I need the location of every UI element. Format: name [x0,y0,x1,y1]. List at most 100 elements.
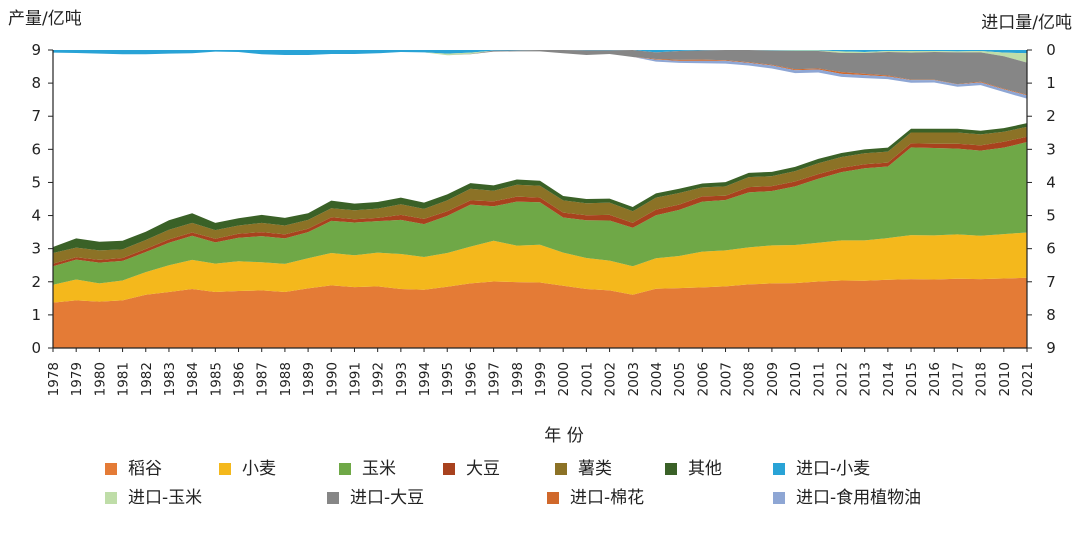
import-area-series-2 [53,50,1027,95]
left-tick-label: 7 [31,107,41,125]
left-tick-label: 1 [31,306,41,324]
x-tick-label: 2009 [765,362,781,396]
x-tick-label: 1981 [116,362,132,396]
x-tick-label: 2005 [672,362,688,396]
x-tick-label: 2012 [834,362,850,396]
x-tick-label: 2014 [881,362,897,396]
x-tick-label: 1979 [69,362,85,396]
left-tick-label: 3 [31,240,41,258]
import-area-series-4 [53,51,1027,99]
right-tick-label: 1 [1046,74,1056,92]
x-tick-label: 1995 [440,362,456,396]
right-tick-label: 3 [1046,140,1056,158]
x-tick-label: 1980 [92,362,108,396]
x-tick-label: 2013 [858,362,874,396]
right-tick-label: 2 [1046,107,1056,125]
x-tick-label: 2010 [997,362,1013,396]
production-area-series-4 [53,126,1027,264]
x-tick-label: 2006 [695,362,711,396]
production-area-series-2 [53,142,1027,285]
x-tick-label: 1993 [394,362,410,396]
production-area-series-5 [53,123,1027,253]
legend-swatch [555,463,567,475]
left-axis-title: 产量/亿吨 [8,9,82,29]
left-tick-label: 5 [31,173,41,191]
right-tick-label: 4 [1046,173,1056,191]
x-tick-label: 2008 [742,362,758,396]
import-area-series-1 [53,50,1027,63]
right-tick-label: 6 [1046,240,1056,258]
legend-swatch [443,463,455,475]
x-tick-label: 1999 [533,362,549,396]
left-tick-label: 0 [31,339,41,357]
legend-label: 进口-小麦 [796,459,870,479]
x-tick-label: 2007 [719,362,735,396]
legend-label: 其他 [688,459,722,479]
production-area-series-3 [53,136,1027,267]
right-axis-title: 进口量/亿吨 [981,13,1072,33]
legend-swatch [105,492,117,504]
right-tick-label: 7 [1046,273,1056,291]
x-tick-label: 1994 [417,362,433,396]
x-tick-label: 2000 [556,362,572,396]
area-series-group [53,50,1027,348]
legend-swatch [773,492,785,504]
left-tick-label: 4 [31,207,41,225]
x-tick-label: 1988 [278,362,294,396]
legend-swatch [339,463,351,475]
x-tick-label: 2015 [904,362,920,396]
x-tick-label: 2021 [1020,362,1036,396]
x-tick-label: 2004 [649,362,665,396]
right-tick-label: 8 [1046,306,1056,324]
legend-swatch [773,463,785,475]
x-tick-label: 2003 [626,362,642,396]
legend-label: 进口-大豆 [350,488,424,508]
x-tick-label: 1987 [255,362,271,396]
x-tick-label: 2011 [811,362,827,396]
left-tick-label: 2 [31,273,41,291]
x-tick-label: 1998 [510,362,526,396]
legend-label: 稻谷 [128,459,162,479]
legend-label: 小麦 [242,459,276,479]
right-tick-label: 5 [1046,207,1056,225]
x-tick-label: 2017 [950,362,966,396]
x-tick-label: 2016 [927,362,943,396]
legend-swatch [219,463,231,475]
x-tick-label: 1991 [347,362,363,396]
right-tick-label: 0 [1046,41,1056,59]
x-tick-label: 1996 [463,362,479,396]
legend-label: 薯类 [578,459,612,479]
axes-group: 0 0 1 1 2 2 3 3 4 4 5 5 6 6 7 7 8 8 9 9 1978 1979 1980 1981 1982… [31,41,1055,396]
import-area-series-0 [53,50,1027,55]
left-tick-label: 8 [31,74,41,92]
legend-swatch [327,492,339,504]
x-tick-label: 1978 [46,362,62,396]
production-area-series-0 [53,277,1027,348]
legend-swatch [547,492,559,504]
x-tick-label: 2002 [603,362,619,396]
left-tick-label: 6 [31,140,41,158]
x-tick-label: 1990 [324,362,340,396]
x-tick-label: 1982 [139,362,155,396]
x-tick-label: 2001 [579,362,595,396]
x-tick-label: 1985 [208,362,224,396]
legend-swatch [665,463,677,475]
legend-label: 进口-棉花 [570,488,644,508]
x-tick-label: 1992 [371,362,387,396]
legend-label: 大豆 [466,459,500,479]
x-axis-title: 年 份 [544,426,583,446]
x-tick-label: 1997 [487,362,503,396]
legend-swatch [105,463,117,475]
x-tick-label: 1983 [162,362,178,396]
x-tick-label: 1989 [301,362,317,396]
production-area-series-1 [53,232,1027,303]
x-tick-label: 1986 [232,362,248,396]
legend-label: 进口-玉米 [128,488,202,508]
right-tick-label: 9 [1046,339,1056,357]
legend-label: 进口-食用植物油 [796,488,921,508]
x-tick-label: 2018 [974,362,990,396]
x-tick-label: 1984 [185,362,201,396]
legend-label: 玉米 [362,459,396,479]
